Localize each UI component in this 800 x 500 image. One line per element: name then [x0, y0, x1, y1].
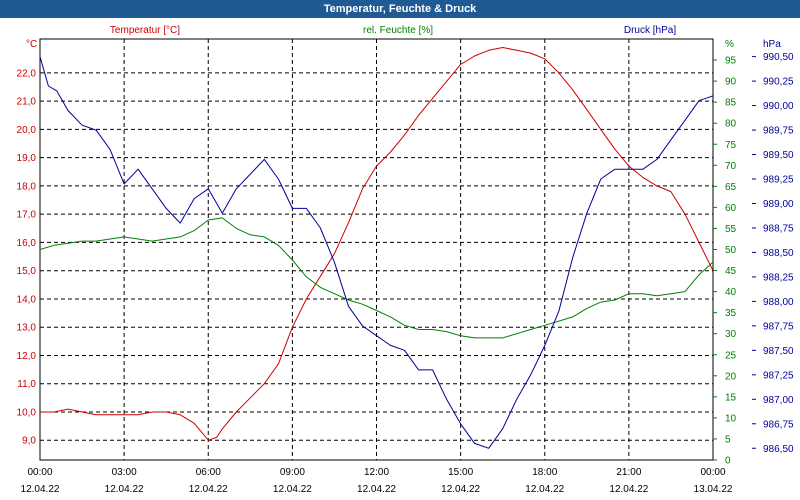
- temperature-tick-label: 14,0: [17, 294, 37, 305]
- humidity-unit-label: %: [725, 39, 734, 50]
- humidity-tick-label: 55: [725, 224, 737, 235]
- humidity-tick-label: 35: [725, 308, 737, 319]
- temperature-tick-label: 17,0: [17, 210, 37, 221]
- humidity-tick-label: 95: [725, 56, 737, 67]
- temperature-tick-label: 21,0: [17, 97, 37, 108]
- time-tick-label: 15:00: [448, 467, 473, 478]
- time-tick-label: 21:00: [616, 467, 641, 478]
- time-tick-label: 12:00: [364, 467, 389, 478]
- pressure-tick-label: 989,00: [763, 199, 794, 210]
- pressure-tick-label: 990,00: [763, 101, 794, 112]
- date-tick-label: 12.04.22: [273, 484, 312, 495]
- temperature-tick-label: 15,0: [17, 266, 37, 277]
- humidity-tick-label: 85: [725, 98, 737, 109]
- pressure-tick-label: 990,50: [763, 52, 794, 63]
- temperature-axis: 9,0 10,0 11,0 12,0 13,0 14,0 15,0 16,0 17,0 18,0 1…: [17, 39, 38, 447]
- pressure-axis: 986,50 986,75 987,00 987,25 987,50 987,75 988,…: [752, 39, 794, 455]
- pressure-tick-label: 987,00: [763, 395, 794, 406]
- temperature-tick-label: 13,0: [17, 323, 37, 334]
- temperature-tick-label: 20,0: [17, 125, 37, 136]
- pressure-tick-label: 988,75: [763, 223, 794, 234]
- pressure-tick-label: 987,50: [763, 346, 794, 357]
- pressure-tick-label: 988,50: [763, 248, 794, 259]
- pressure-tick-label: 990,25: [763, 77, 794, 88]
- temperature-line: [40, 47, 714, 441]
- humidity-tick-label: 45: [725, 266, 737, 277]
- humidity-tick-label: 30: [725, 329, 737, 340]
- pressure-tick-label: 989,25: [763, 175, 794, 186]
- date-tick-label: 13.04.22: [694, 484, 733, 495]
- time-tick-label: 09:00: [280, 467, 305, 478]
- pressure-tick-label: 988,00: [763, 297, 794, 308]
- date-tick-label: 12.04.22: [105, 484, 144, 495]
- humidity-tick-label: 10: [725, 413, 737, 424]
- temperature-tick-label: 19,0: [17, 153, 37, 164]
- chart-title-bar: Temperatur, Feuchte & Druck: [0, 0, 800, 18]
- temperature-tick-label: 18,0: [17, 181, 37, 192]
- time-tick-label: 06:00: [196, 467, 221, 478]
- humidity-tick-label: 60: [725, 203, 737, 214]
- temperature-tick-label: 11,0: [17, 379, 36, 390]
- time-tick-label: 00:00: [27, 467, 52, 478]
- grid-lines: [40, 39, 713, 460]
- temperature-tick-label: 9,0: [22, 436, 36, 447]
- pressure-tick-label: 986,50: [763, 444, 794, 455]
- pressure-tick-label: 989,75: [763, 126, 794, 137]
- date-tick-label: 12.04.22: [609, 484, 648, 495]
- series-layer: [39, 47, 714, 449]
- humidity-tick-label: 5: [725, 434, 731, 445]
- humidity-tick-label: 0: [725, 456, 731, 467]
- chart-title: Temperatur, Feuchte & Druck: [323, 3, 477, 15]
- date-tick-label: 12.04.22: [21, 484, 60, 495]
- humidity-line: [39, 217, 714, 339]
- humidity-tick-label: 90: [725, 77, 737, 88]
- temperature-unit-label: °C: [26, 39, 37, 50]
- humidity-tick-label: 80: [725, 119, 737, 130]
- pressure-tick-label: 986,75: [763, 419, 794, 430]
- temperature-tick-label: 10,0: [17, 407, 37, 418]
- chart-area: 9,0 10,0 11,0 12,0 13,0 14,0 15,0 16,0 17,0 18,0 1…: [17, 25, 794, 495]
- pressure-tick-label: 989,50: [763, 150, 794, 161]
- pressure-tick-label: 987,75: [763, 321, 794, 332]
- humidity-tick-label: 20: [725, 371, 737, 382]
- humidity-tick-label: 40: [725, 287, 737, 298]
- humidity-tick-label: 15: [725, 392, 737, 403]
- temperature-tick-label: 22,0: [17, 68, 37, 79]
- humidity-tick-label: 65: [725, 182, 737, 193]
- time-tick-label: 18:00: [532, 467, 557, 478]
- time-axis: 00:00 12.04.22 03:00 12.04.22 06:00 12.04.22 0…: [21, 467, 733, 495]
- pressure-line: [39, 56, 714, 449]
- legend-humidity: rel. Feuchte [%]: [363, 25, 433, 36]
- legend-pressure: Druck [hPa]: [624, 25, 676, 36]
- temperature-tick-label: 12,0: [17, 351, 37, 362]
- humidity-tick-label: 25: [725, 350, 737, 361]
- pressure-tick-label: 988,25: [763, 272, 794, 283]
- humidity-tick-label: 75: [725, 140, 737, 151]
- legend-temperature: Temperatur [°C]: [110, 25, 180, 36]
- pressure-tick-label: 987,25: [763, 370, 794, 381]
- date-tick-label: 12.04.22: [441, 484, 480, 495]
- temperature-tick-label: 16,0: [17, 238, 37, 249]
- legend: Temperatur [°C] rel. Feuchte [%] Druck [hP…: [110, 25, 676, 36]
- time-tick-label: 03:00: [112, 467, 137, 478]
- humidity-tick-label: 70: [725, 161, 737, 172]
- pressure-unit-label: hPa: [763, 39, 781, 50]
- time-tick-label: 00:00: [700, 467, 725, 478]
- humidity-axis: 0 5 10 15 20 25 30 35 40 45 50 55 60 65 70 75 80 85 90 95%: [713, 39, 737, 467]
- date-tick-label: 12.04.22: [357, 484, 396, 495]
- humidity-tick-label: 50: [725, 245, 737, 256]
- date-tick-label: 12.04.22: [525, 484, 564, 495]
- date-tick-label: 12.04.22: [189, 484, 228, 495]
